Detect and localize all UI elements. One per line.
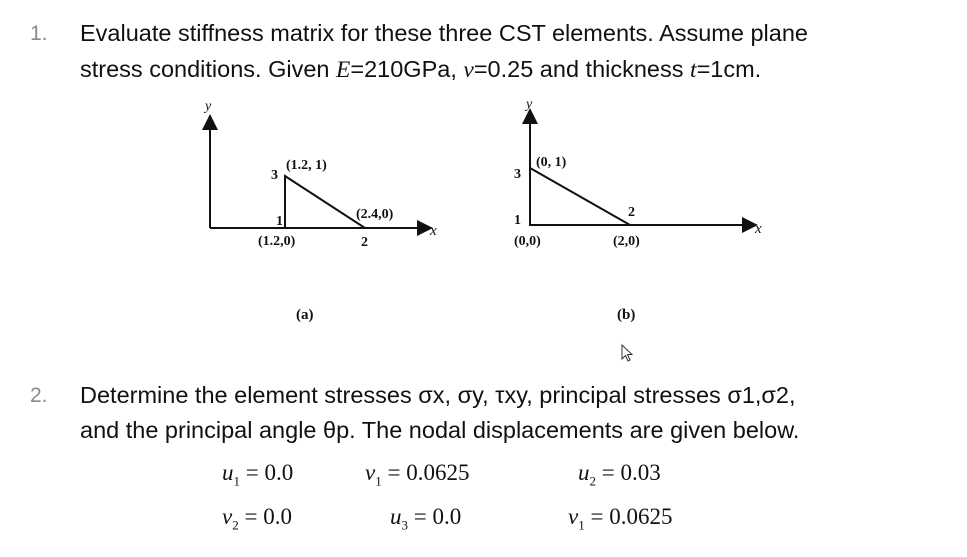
thickness-value: =1cm.	[696, 56, 762, 82]
displacement-u2: u2 = 0.03	[578, 460, 661, 489]
figure-b-triangle	[529, 166, 634, 226]
thickness-symbol: t	[690, 57, 697, 83]
question-2-line-1: Determine the element stresses σx, σy, τ…	[80, 382, 796, 408]
q1-line2-prefix: stress conditions. Given	[80, 56, 336, 82]
displacement-v2: v2 = 0.0	[222, 504, 292, 533]
displacement-v1: v1 = 0.0625	[365, 460, 470, 489]
figure-b-node-3: 3	[514, 167, 521, 182]
figure-a-coord-1: (1.2,0)	[258, 234, 296, 249]
figure-a-caption: (a)	[296, 307, 314, 323]
figure-b-x-label: x	[754, 221, 762, 237]
figure-b-coord-2: (2,0)	[613, 234, 640, 249]
poisson-ratio-symbol: ν	[463, 57, 474, 83]
figure-b-node-2: 2	[628, 205, 635, 220]
figure-a-node-3: 3	[271, 168, 278, 183]
poisson-ratio-value: =0.25 and thickness	[473, 56, 691, 82]
question-2-number: 2.	[30, 384, 48, 407]
figure-b-y-label: y	[524, 97, 533, 112]
youngs-modulus-value: =210GPa,	[350, 56, 464, 82]
mouse-cursor-icon	[621, 343, 634, 362]
displacement-v1-repeat: v1 = 0.0625	[568, 504, 673, 533]
figure-a-x-label: x	[429, 223, 437, 239]
figure-a-node-2: 2	[361, 235, 368, 250]
question-1-line-2: stress conditions. Given E=210GPa, ν=0.2…	[80, 56, 761, 84]
figure-a-coord-3: (1.2, 1)	[286, 158, 327, 173]
figure-a-node-1: 1	[276, 214, 283, 229]
displacement-u3: u3 = 0.0	[390, 504, 462, 533]
displacement-u1: u1 = 0.0	[222, 460, 294, 489]
question-1-number: 1.	[30, 22, 48, 45]
figure-a-y-label: y	[203, 99, 212, 114]
figure-b-caption: (b)	[617, 307, 636, 323]
question-2-line-2: and the principal angle θp. The nodal di…	[80, 417, 800, 443]
figure-b-coord-3: (0, 1)	[536, 155, 567, 170]
figure-a-triangle	[284, 174, 369, 229]
figure-b-coord-1: (0,0)	[514, 234, 541, 249]
figure-b-node-1: 1	[514, 213, 521, 228]
question-1-line-1: Evaluate stiffness matrix for these thre…	[80, 20, 808, 46]
youngs-modulus-symbol: E	[336, 57, 351, 83]
figure-a-coord-2: (2.4,0)	[356, 207, 394, 222]
